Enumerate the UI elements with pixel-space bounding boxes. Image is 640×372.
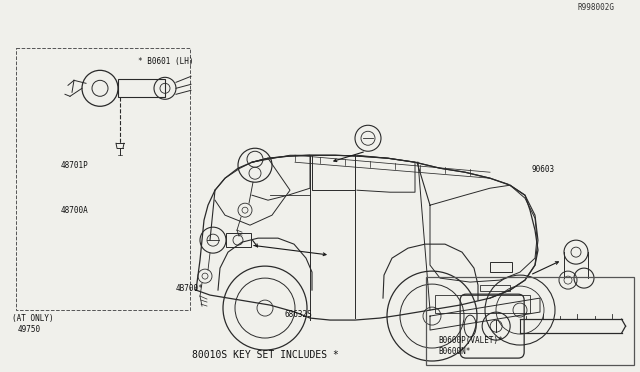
- Bar: [426, 277, 634, 365]
- Text: 48700A: 48700A: [61, 206, 88, 215]
- Bar: [118, 79, 165, 97]
- Bar: [490, 262, 512, 272]
- Text: 48701P: 48701P: [61, 161, 88, 170]
- Text: 90603: 90603: [531, 165, 554, 174]
- Text: (AT ONLY): (AT ONLY): [12, 314, 53, 323]
- Bar: [480, 285, 510, 291]
- Text: B0600P(VALET)*: B0600P(VALET)*: [438, 336, 503, 345]
- Text: * B0601 (LH): * B0601 (LH): [138, 57, 193, 66]
- Text: 4B700*: 4B700*: [176, 284, 204, 293]
- Text: B0600N*: B0600N*: [438, 347, 471, 356]
- Text: 68632S: 68632S: [285, 310, 312, 319]
- Text: R998002G: R998002G: [577, 3, 614, 12]
- Bar: [226, 233, 251, 247]
- Bar: [16, 48, 190, 310]
- Bar: [435, 295, 530, 313]
- Text: 49750: 49750: [17, 325, 40, 334]
- Text: 80010S KEY SET INCLUDES *: 80010S KEY SET INCLUDES *: [192, 350, 339, 360]
